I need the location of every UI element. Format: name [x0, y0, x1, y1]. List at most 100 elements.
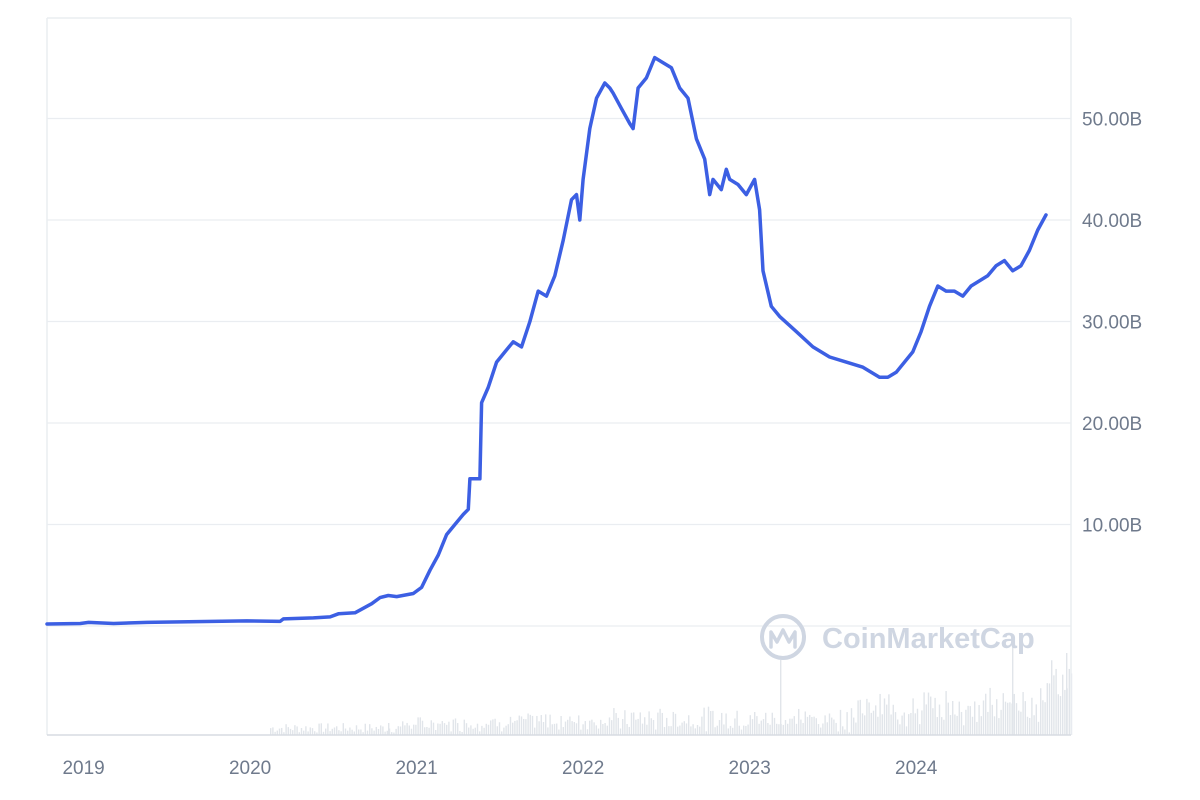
volume-bar — [795, 723, 798, 735]
volume-bar — [817, 724, 820, 735]
volume-bar — [527, 713, 529, 735]
volume-bar — [395, 728, 397, 735]
volume-bar — [927, 692, 930, 735]
volume-bar — [278, 728, 281, 735]
x-tick-label: 2024 — [895, 758, 938, 779]
volume-bar — [844, 729, 846, 735]
volume-bar — [382, 726, 384, 735]
volume-bar — [971, 716, 974, 735]
volume-bar — [672, 711, 674, 735]
volume-bar — [908, 714, 910, 735]
volume-bar — [991, 704, 993, 735]
volume-bar — [325, 728, 327, 735]
volume-bar — [899, 724, 901, 735]
volume-bar — [287, 727, 289, 735]
volume-bar — [492, 719, 494, 735]
volume-bar — [465, 723, 468, 735]
volume-bar — [688, 715, 690, 735]
volume-bar — [1057, 694, 1059, 735]
volume-bar — [791, 718, 793, 735]
volume-bar — [340, 731, 342, 735]
volume-bar — [276, 730, 278, 735]
volume-bar — [820, 727, 822, 735]
volume-bar — [1053, 675, 1055, 735]
volume-bar — [800, 719, 802, 735]
volume-bar — [619, 728, 622, 735]
volume-bar — [399, 726, 402, 735]
volume-bar — [384, 731, 386, 735]
volume-bar — [677, 726, 679, 735]
volume-bar — [668, 726, 670, 735]
volume-bar — [701, 716, 703, 735]
volume-bar — [355, 725, 358, 735]
volume-bar — [437, 723, 439, 735]
volume-bar — [439, 723, 441, 735]
volume-bar — [1009, 702, 1011, 735]
volume-bar — [509, 716, 512, 735]
volume-bar — [842, 726, 844, 735]
volume-bar — [732, 727, 734, 735]
volume-bar — [1033, 715, 1035, 735]
volume-bar — [767, 722, 769, 735]
volume-bar — [1026, 716, 1029, 735]
volume-bar — [716, 725, 718, 735]
volume-bar — [903, 712, 905, 735]
volume-bar — [679, 725, 681, 735]
volume-bar — [630, 712, 633, 735]
volume-bar — [428, 727, 430, 735]
x-tick-label: 2022 — [562, 758, 604, 779]
volume-bar — [507, 724, 509, 735]
volume-bar — [1004, 701, 1007, 735]
volume-bar — [633, 712, 635, 735]
volume-bar — [872, 710, 875, 735]
volume-bar — [452, 719, 454, 735]
volume-bar — [930, 696, 932, 735]
volume-bar — [756, 716, 758, 735]
volume-bar — [606, 725, 608, 735]
volume-bar — [503, 727, 505, 735]
volume-bar — [270, 728, 272, 735]
volume-bar — [985, 693, 987, 735]
volume-bar — [718, 720, 721, 735]
volume-bar — [765, 712, 767, 735]
volume-bar — [859, 699, 861, 735]
volume-bar — [960, 711, 963, 735]
volume-bar — [591, 719, 593, 735]
volume-bar — [725, 713, 727, 735]
volume-bar — [600, 719, 602, 735]
volume-bar — [916, 708, 919, 735]
volume-bar — [331, 728, 333, 735]
volume-bar — [512, 722, 514, 735]
volume-bar — [419, 717, 421, 735]
volume-bar — [1042, 700, 1044, 735]
volume-bar — [846, 712, 848, 735]
volume-bar — [391, 732, 393, 735]
volume-bar — [476, 723, 479, 735]
volume-bar — [322, 731, 325, 735]
volume-bar — [683, 721, 685, 735]
volume-bar — [1022, 692, 1024, 735]
volume-bar — [538, 721, 540, 735]
volume-bars — [270, 640, 1073, 735]
x-tick-label: 2023 — [729, 758, 771, 779]
volume-bar — [855, 722, 857, 735]
volume-bar — [897, 719, 899, 735]
volume-bar — [342, 723, 344, 735]
volume-bar — [329, 731, 331, 735]
volume-bar — [1059, 696, 1062, 735]
market-cap-line[interactable] — [45, 55, 1048, 626]
volume-bar — [336, 726, 338, 735]
volume-bar — [802, 723, 804, 735]
volume-bar — [745, 725, 747, 735]
volume-bar — [1051, 660, 1053, 735]
watermark: CoinMarketCap — [760, 614, 1035, 660]
volume-bar — [947, 702, 949, 735]
volume-bar — [776, 723, 778, 735]
volume-bar — [773, 717, 776, 735]
volume-bar — [1018, 710, 1020, 735]
volume-bar — [470, 725, 472, 735]
y-tick-label: 10.00B — [1082, 516, 1142, 537]
volume-bar — [787, 723, 789, 735]
volume-bar — [639, 712, 641, 735]
volume-bar — [866, 698, 868, 735]
